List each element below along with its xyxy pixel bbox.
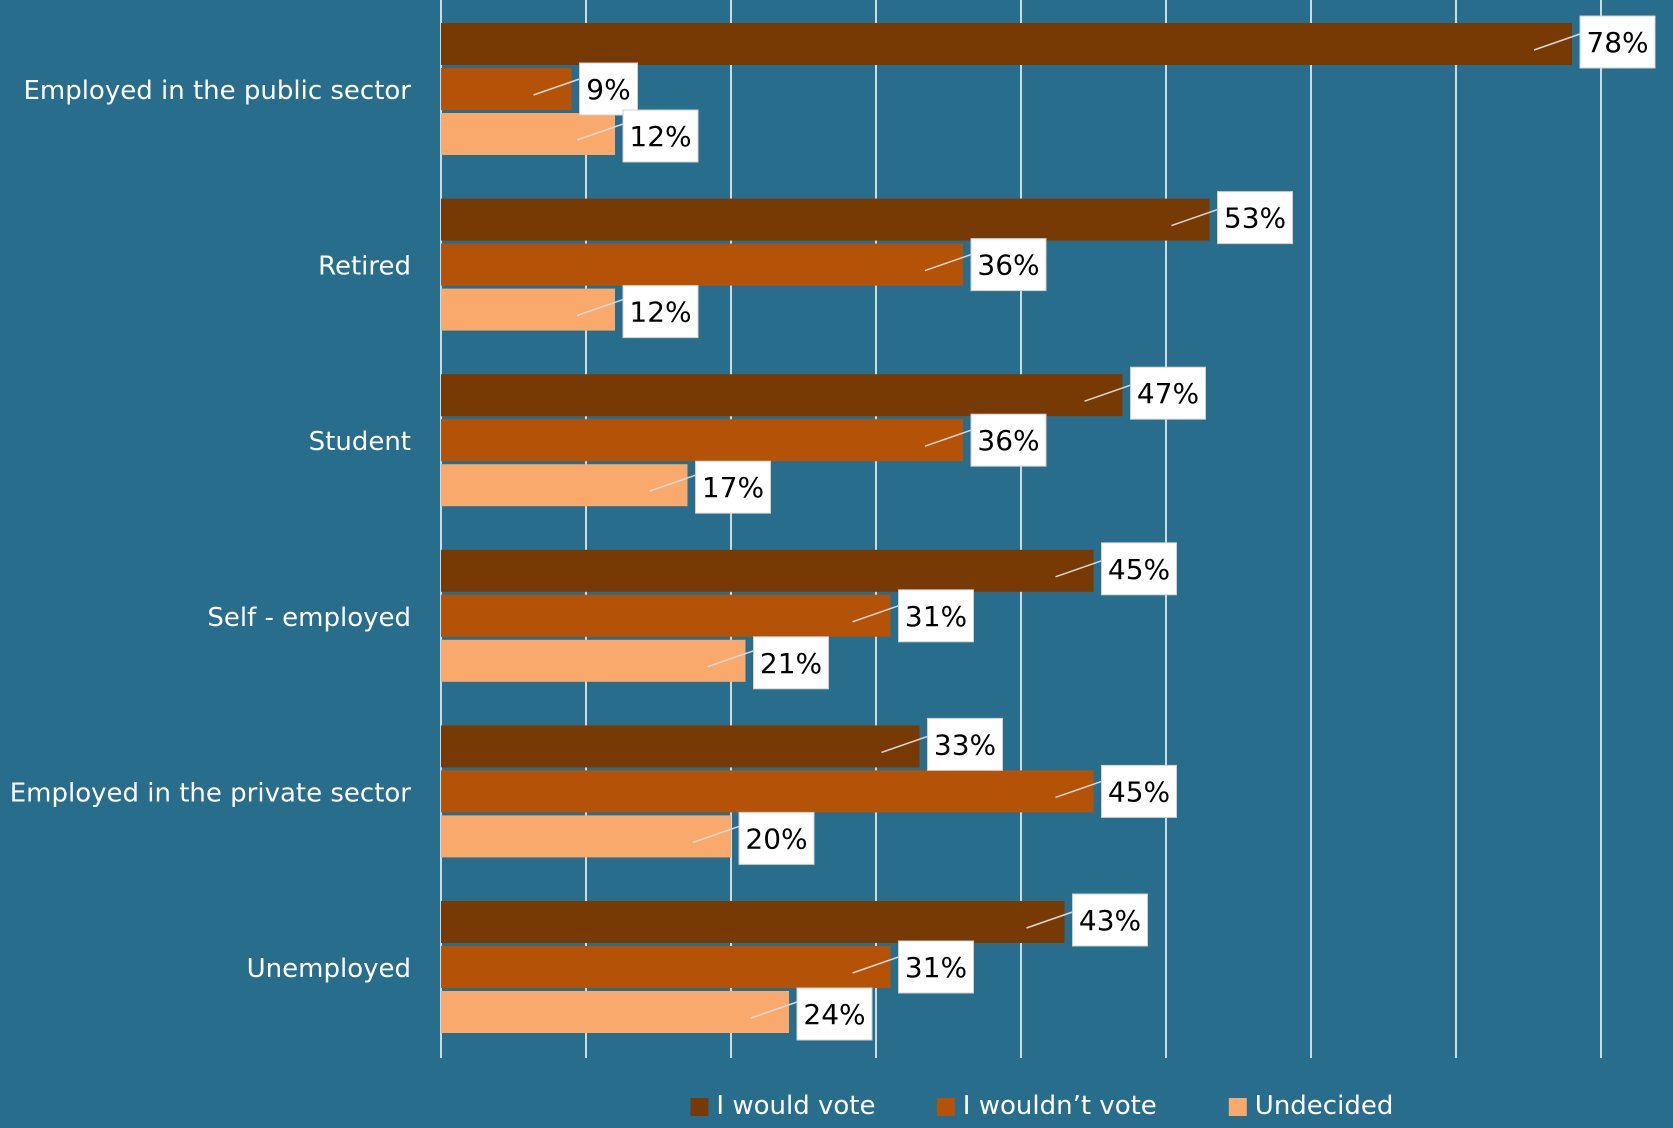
leader-line-employed-in-the-private-sector-i-would-vote <box>881 735 928 754</box>
data-label-student-i-would-vote: 47% <box>1137 377 1199 410</box>
legend-swatch-i-wouldn-t-vote <box>936 1098 955 1116</box>
data-label-box-self-employed-undecided <box>753 636 829 690</box>
data-label-box-employed-in-the-public-sector-i-would-vote <box>1579 15 1656 69</box>
data-label-box-self-employed-i-would-vote <box>1101 542 1177 596</box>
bar-unemployed-undecided <box>441 991 789 1033</box>
leader-line-retired-i-would-vote <box>1171 208 1218 227</box>
bars <box>441 23 1572 1033</box>
data-label-box-employed-in-the-private-sector-i-wouldn-t-vote <box>1101 764 1177 818</box>
data-label-retired-i-would-vote: 53% <box>1224 202 1286 235</box>
data-label-box-employed-in-the-private-sector-i-would-vote <box>927 717 1003 771</box>
bar-student-i-would-vote <box>441 374 1123 417</box>
data-label-box-employed-in-the-public-sector-i-wouldn-t-vote <box>579 62 638 116</box>
bar-unemployed-i-wouldn-t-vote <box>441 946 891 988</box>
leader-line-student-i-would-vote <box>1084 384 1131 402</box>
bar-employed-in-the-public-sector-i-would-vote <box>441 23 1572 65</box>
data-label-employed-in-the-private-sector-i-would-vote: 33% <box>934 728 996 761</box>
data-label-student-undecided: 17% <box>702 471 764 504</box>
leader-line-unemployed-undecided <box>750 1001 798 1019</box>
leader-line-student-i-wouldn-t-vote <box>924 429 972 447</box>
data-label-box-unemployed-i-wouldn-t-vote <box>898 940 974 994</box>
bar-retired-i-wouldn-t-vote <box>441 243 963 286</box>
data-label-box-unemployed-i-would-vote <box>1072 893 1148 947</box>
leader-line-self-employed-i-wouldn-t-vote <box>852 605 899 623</box>
bar-self-employed-i-would-vote <box>441 549 1094 592</box>
leader-line-self-employed-undecided <box>707 650 754 668</box>
data-label-box-employed-in-the-private-sector-undecided <box>738 811 815 865</box>
leader-line-retired-i-wouldn-t-vote <box>924 253 972 272</box>
bar-unemployed-i-would-vote <box>441 901 1065 943</box>
bar-employed-in-the-public-sector-undecided <box>441 113 615 155</box>
bar-retired-i-would-vote <box>441 198 1210 241</box>
leader-line-self-employed-i-would-vote <box>1055 560 1102 578</box>
bar-student-i-wouldn-t-vote <box>441 419 963 462</box>
leader-line-employed-in-the-public-sector-undecided <box>576 123 624 141</box>
leader-line-employed-in-the-private-sector-undecided <box>692 825 740 844</box>
data-label-retired-i-wouldn-t-vote: 36% <box>977 249 1039 282</box>
data-label-employed-in-the-private-sector-i-wouldn-t-vote: 45% <box>1108 775 1170 808</box>
leader-line-student-undecided <box>649 474 696 492</box>
data-label-retired-undecided: 12% <box>629 296 691 329</box>
data-label-box-self-employed-i-wouldn-t-vote <box>898 589 974 643</box>
data-label-box-student-i-wouldn-t-vote <box>970 413 1047 467</box>
legend-swatch-undecided <box>1228 1098 1247 1116</box>
legend: I would vote I wouldn’t vote Undecided <box>690 1091 1393 1121</box>
leader-line-unemployed-i-wouldn-t-vote <box>852 956 899 974</box>
data-label-self-employed-undecided: 21% <box>760 647 822 680</box>
data-label-box-student-i-would-vote <box>1130 366 1206 420</box>
data-label-box-retired-i-wouldn-t-vote <box>970 238 1047 292</box>
data-label-box-student-undecided <box>695 460 771 514</box>
leader-line-employed-in-the-public-sector-i-would-vote <box>1533 33 1581 51</box>
data-label-employed-in-the-public-sector-i-would-vote: 78% <box>1586 26 1648 59</box>
category-label-employed-in-the-public-sector: Employed in the public sector <box>23 76 411 106</box>
category-label-unemployed: Unemployed <box>247 954 411 984</box>
data-label-box-retired-i-would-vote <box>1217 191 1293 245</box>
leader-line-employed-in-the-private-sector-i-wouldn-t-vote <box>1055 780 1102 799</box>
bar-employed-in-the-private-sector-i-wouldn-t-vote <box>441 770 1094 813</box>
category-label-employed-in-the-private-sector: Employed in the private sector <box>10 778 412 808</box>
data-label-employed-in-the-public-sector-undecided: 12% <box>629 120 691 153</box>
bar-self-employed-i-wouldn-t-vote <box>441 594 891 637</box>
bar-student-undecided <box>441 464 688 507</box>
bar-employed-in-the-private-sector-i-would-vote <box>441 725 920 768</box>
data-label-unemployed-i-wouldn-t-vote: 31% <box>905 951 967 984</box>
data-labels: 78% 9% 12% 53% 36% 12% 47% 36% 17% 45% 31% 21% 33% 45… <box>533 15 1656 1041</box>
data-label-box-employed-in-the-public-sector-undecided <box>622 109 699 163</box>
gridlines <box>440 0 1602 1058</box>
legend-label-i-wouldn-t-vote: I wouldn’t vote <box>963 1091 1157 1121</box>
data-label-box-retired-undecided <box>622 285 699 339</box>
bar-employed-in-the-private-sector-undecided <box>441 815 731 858</box>
category-label-retired: Retired <box>318 252 411 282</box>
legend-swatch-i-would-vote <box>690 1098 709 1116</box>
legend-label-undecided: Undecided <box>1255 1091 1394 1121</box>
leader-line-unemployed-i-would-vote <box>1026 911 1073 929</box>
data-label-unemployed-i-would-vote: 43% <box>1079 904 1141 937</box>
data-label-employed-in-the-public-sector-i-wouldn-t-vote: 9% <box>586 73 630 106</box>
category-label-self-employed: Self - employed <box>207 603 411 633</box>
data-label-employed-in-the-private-sector-undecided: 20% <box>745 822 807 855</box>
bar-self-employed-undecided <box>441 639 746 682</box>
legend-label-i-would-vote: I would vote <box>716 1091 875 1121</box>
data-label-self-employed-i-wouldn-t-vote: 31% <box>905 600 967 633</box>
bar-retired-undecided <box>441 288 615 331</box>
data-label-unemployed-undecided: 24% <box>803 998 865 1031</box>
category-label-student: Student <box>309 427 411 457</box>
data-label-student-i-wouldn-t-vote: 36% <box>977 424 1039 457</box>
data-label-box-unemployed-undecided <box>796 987 873 1041</box>
leader-line-employed-in-the-public-sector-i-wouldn-t-vote <box>533 78 580 96</box>
leader-line-retired-undecided <box>576 298 624 317</box>
category-axis: Employed in the public sector Retired Stud… <box>10 76 412 984</box>
data-label-self-employed-i-would-vote: 45% <box>1108 553 1170 586</box>
